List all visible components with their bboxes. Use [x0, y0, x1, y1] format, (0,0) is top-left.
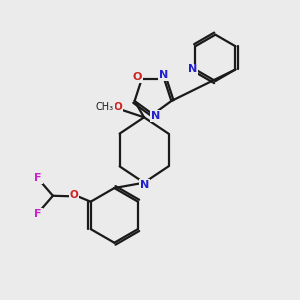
Text: O: O	[133, 72, 142, 82]
Text: CH₃: CH₃	[96, 102, 114, 112]
Text: O: O	[113, 103, 122, 112]
Text: N: N	[188, 64, 198, 74]
Text: N: N	[140, 180, 149, 190]
Text: F: F	[34, 208, 42, 219]
Text: N: N	[151, 111, 160, 121]
Text: N: N	[159, 70, 168, 80]
Text: F: F	[34, 173, 42, 183]
Text: O: O	[70, 190, 79, 200]
